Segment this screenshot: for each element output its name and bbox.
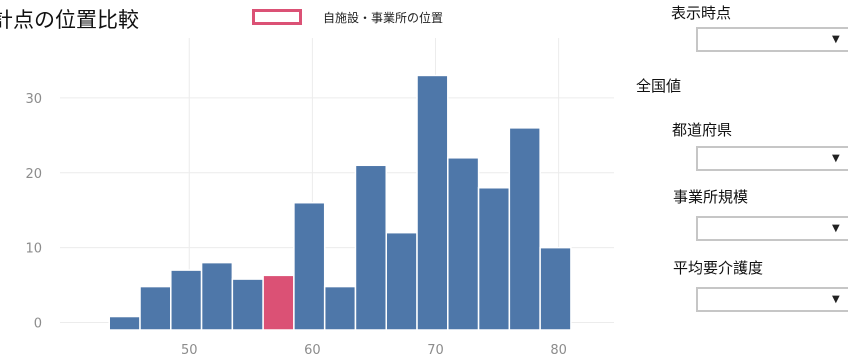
x-tick-label-50: 50 bbox=[181, 343, 198, 358]
histogram-bar-own-facility[interactable] bbox=[262, 274, 295, 331]
histogram-bar-9[interactable] bbox=[385, 231, 418, 331]
histogram-bar-0[interactable] bbox=[108, 315, 141, 331]
histogram-bar-3[interactable] bbox=[200, 261, 234, 331]
histogram-bar-11[interactable] bbox=[447, 157, 480, 331]
y-tick-label-0: 0 bbox=[34, 317, 42, 332]
histogram-bar-14[interactable] bbox=[539, 246, 572, 331]
histogram-bar-2[interactable] bbox=[170, 269, 203, 331]
y-tick-label-10: 10 bbox=[25, 242, 42, 257]
chevron-down-icon: ▼ bbox=[832, 294, 840, 305]
legend-label: 自施設・事業所の位置 bbox=[323, 11, 444, 25]
chevron-down-icon: ▼ bbox=[832, 153, 840, 164]
x-tick-label-60: 60 bbox=[304, 343, 321, 358]
facility-scale-select[interactable]: ▼ bbox=[696, 216, 848, 241]
histogram-bar-8[interactable] bbox=[354, 164, 387, 331]
care-level-select[interactable]: ▼ bbox=[696, 287, 848, 312]
prefecture-select[interactable]: ▼ bbox=[696, 146, 848, 171]
histogram-bars bbox=[108, 74, 572, 331]
histogram-bar-7[interactable] bbox=[323, 285, 357, 331]
histogram-bar-4[interactable] bbox=[231, 278, 264, 331]
national-value-label: 全国値 bbox=[636, 77, 682, 95]
y-tick-label-30: 30 bbox=[25, 92, 42, 107]
legend-swatch-own-facility bbox=[252, 9, 302, 25]
histogram-bar-10[interactable] bbox=[416, 74, 449, 331]
prefecture-label: 都道府県 bbox=[672, 121, 733, 139]
chevron-down-icon: ▼ bbox=[832, 34, 840, 45]
histogram-bar-6[interactable] bbox=[293, 201, 326, 331]
display-time-select[interactable]: ▼ bbox=[696, 27, 848, 52]
care-level-label: 平均要介護度 bbox=[673, 259, 764, 277]
chevron-down-icon: ▼ bbox=[832, 223, 840, 234]
x-tick-labels: 50 60 70 80 bbox=[181, 343, 567, 358]
chart-title: 計点の位置比較 bbox=[0, 8, 139, 32]
facility-scale-label: 事業所規模 bbox=[673, 188, 749, 206]
display-time-label: 表示時点 bbox=[671, 4, 732, 22]
histogram-bar-1[interactable] bbox=[139, 285, 172, 331]
histogram-bar-12[interactable] bbox=[477, 186, 511, 331]
x-tick-label-70: 70 bbox=[427, 343, 444, 358]
histogram-bar-13[interactable] bbox=[508, 127, 541, 331]
x-tick-label-80: 80 bbox=[550, 343, 567, 358]
y-tick-labels: 0 10 20 30 bbox=[25, 92, 42, 332]
y-tick-label-20: 20 bbox=[25, 167, 42, 182]
histogram-chart: 50 60 70 80 0 10 20 30 bbox=[25, 38, 614, 358]
